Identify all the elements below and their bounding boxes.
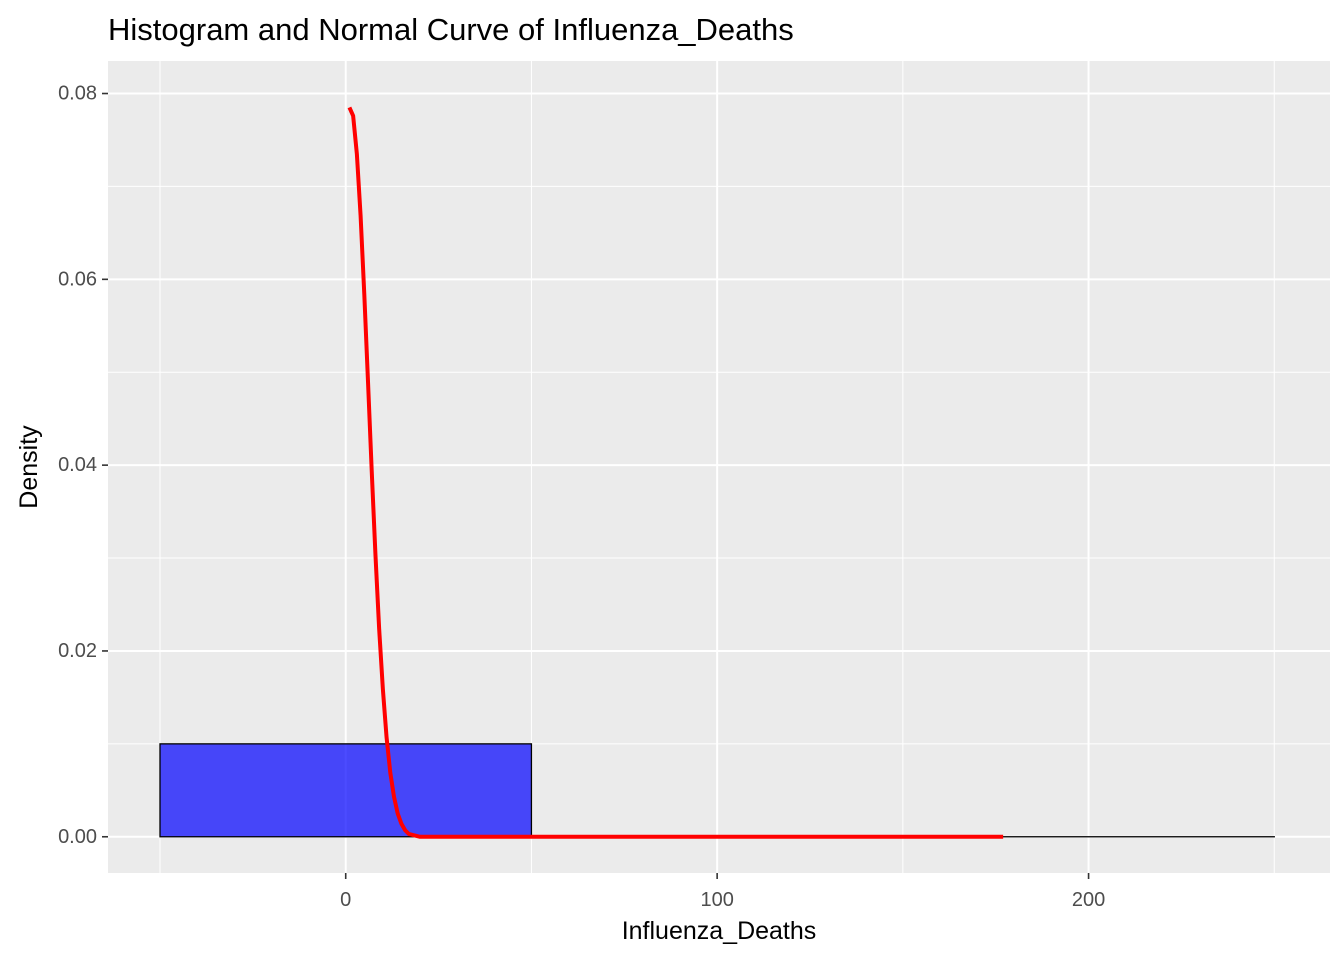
x-tick-label: 200 bbox=[1072, 889, 1105, 911]
x-tick-label: 0 bbox=[340, 889, 351, 911]
chart-title: Histogram and Normal Curve of Influenza_… bbox=[108, 12, 794, 47]
y-tick-label: 0.06 bbox=[58, 268, 97, 290]
x-axis-title: Influenza_Deaths bbox=[622, 917, 817, 945]
histogram-bar bbox=[159, 743, 533, 838]
x-axis-ticks: 0 100 200 bbox=[340, 873, 1105, 911]
normal-curve-line bbox=[347, 106, 1004, 839]
plot-panel bbox=[108, 61, 1330, 873]
y-tick-label: 0.08 bbox=[58, 83, 97, 105]
y-axis-ticks: 0.00 0.02 0.04 0.06 0.08 bbox=[58, 83, 108, 848]
y-tick-label: 0.04 bbox=[58, 454, 97, 476]
minor-gridlines bbox=[108, 61, 1330, 873]
y-tick-label: 0.00 bbox=[58, 826, 97, 848]
x-tick-label: 100 bbox=[700, 889, 733, 911]
y-tick-label: 0.02 bbox=[58, 640, 97, 662]
y-axis-title: Density bbox=[15, 425, 43, 509]
